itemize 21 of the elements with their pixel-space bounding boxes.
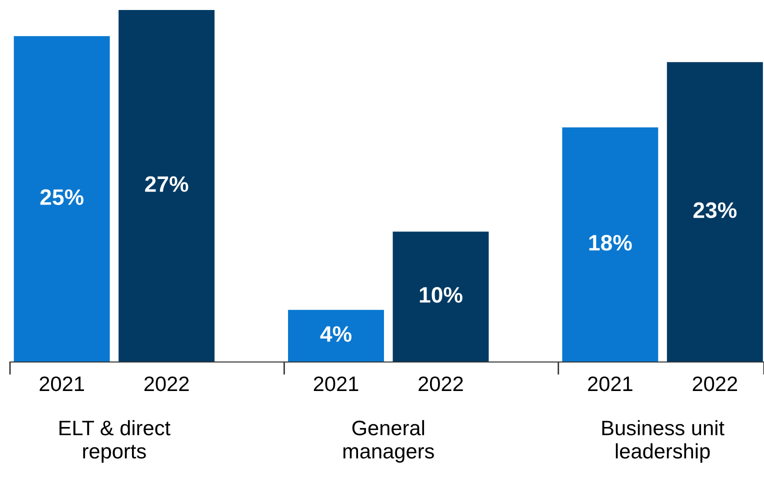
bar <box>562 127 658 362</box>
data-label: 25% <box>40 189 84 205</box>
bar <box>14 36 110 362</box>
bar <box>392 232 489 362</box>
x-tick-label: General managers <box>343 420 434 463</box>
data-label: 10% <box>420 287 462 303</box>
x-tick-label: Business unit leadership <box>602 420 724 463</box>
series-label: 2021 <box>40 376 84 392</box>
data-label: 18% <box>589 234 632 251</box>
bar <box>666 62 763 362</box>
text: 2021 <box>588 376 632 392</box>
series-label: 2022 <box>144 376 189 392</box>
text: 2022 <box>692 376 738 392</box>
bar <box>118 10 215 362</box>
data-label: 23% <box>693 202 737 218</box>
x-tick-label: ELT & direct reports <box>60 420 170 463</box>
text: 2022 <box>418 376 463 392</box>
bar <box>288 310 384 362</box>
data-label: 27% <box>145 176 188 192</box>
text: 2021 <box>314 376 358 392</box>
data-label: 4% <box>320 326 352 342</box>
